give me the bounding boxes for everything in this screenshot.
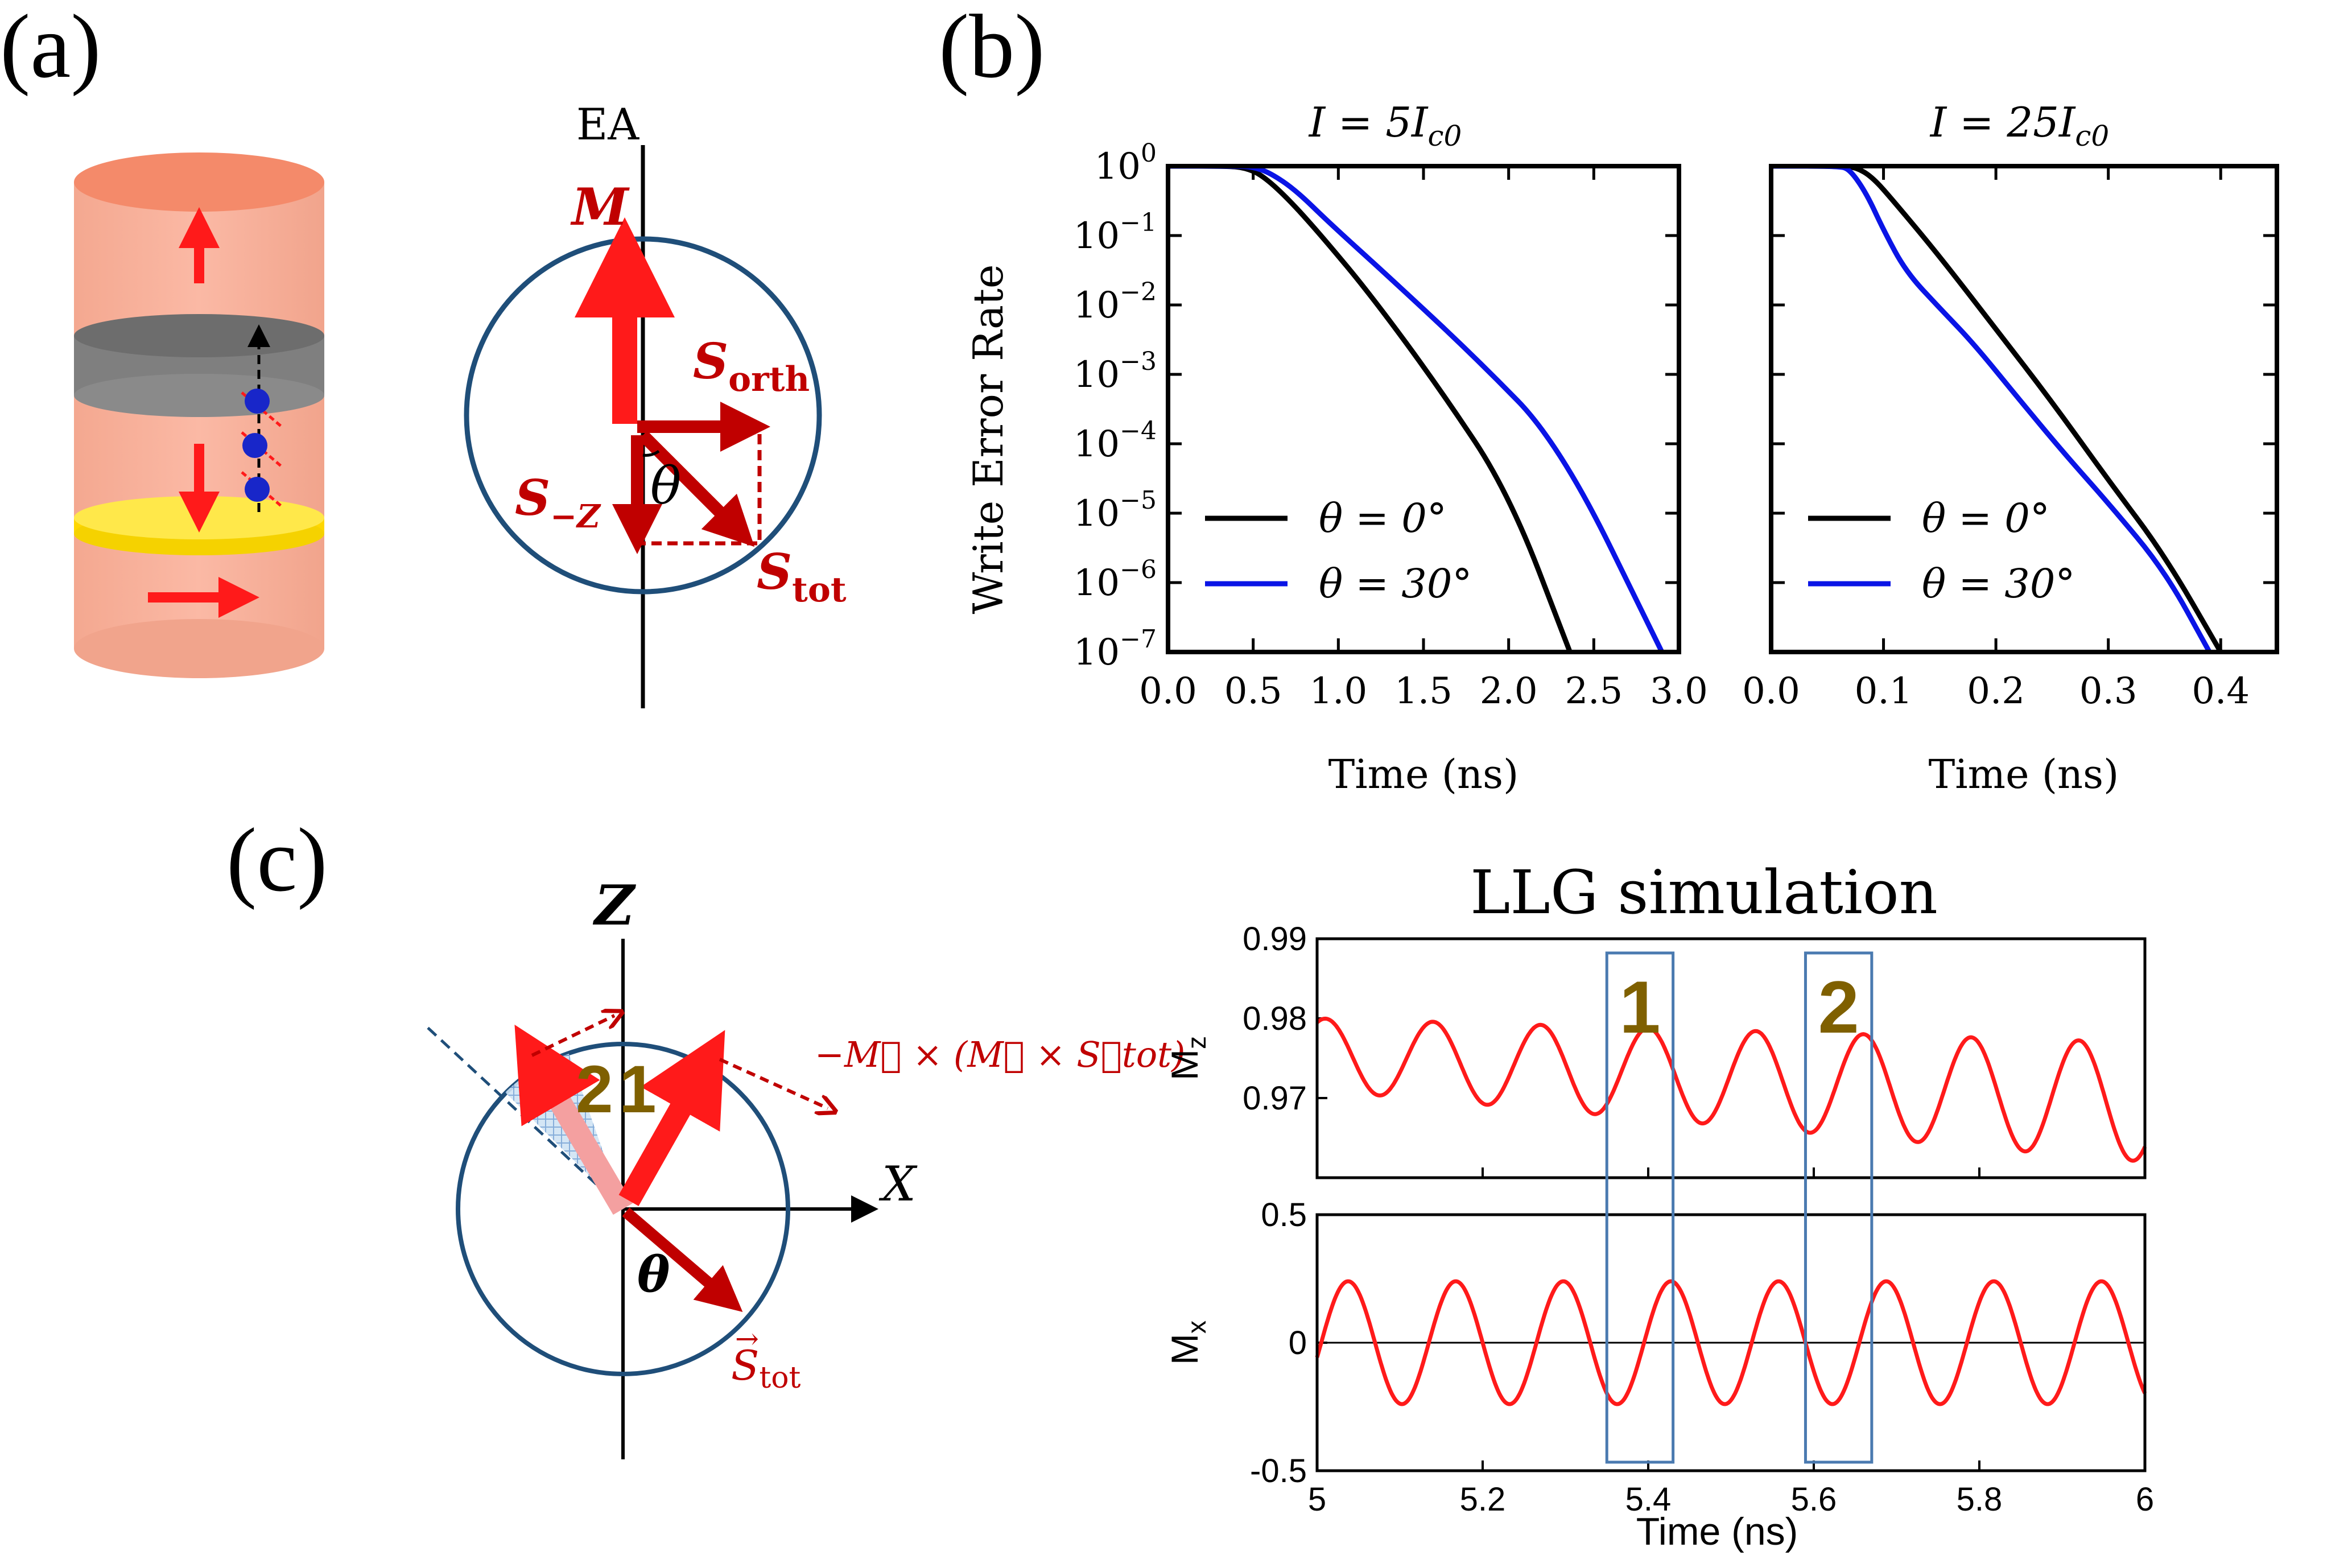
s-minus-z-label: S−Z — [515, 469, 601, 535]
theta-label-a: θ — [650, 456, 681, 516]
m-label: M — [570, 177, 630, 237]
y-tick-label: 0.5 — [1261, 1196, 1307, 1233]
x-tick-label: 0.0 — [1742, 670, 1800, 712]
wer-chart-2-frame — [1769, 164, 2279, 654]
x-tick-label: 0.0 — [1139, 670, 1197, 712]
z-axis-label: Z — [592, 873, 636, 938]
wer-chart-2: I = 25Ic0 0.0 0.1 0.2 0.3 0.4 θ = 0° θ = 30° T… — [1742, 98, 2279, 798]
x-tick-label: 0.3 — [2079, 670, 2138, 712]
y-tick-label: 10−1 — [1074, 208, 1157, 257]
panel-b-label: (b) — [939, 0, 1045, 97]
highlight-box-1 — [1605, 951, 1675, 1464]
llg-title: LLG simulation — [1470, 857, 1938, 927]
y-tick-label: -0.5 — [1250, 1453, 1307, 1489]
m-vector-state-2 — [514, 1025, 633, 1215]
wer-chart-2-title: I = 25Ic0 — [1929, 98, 2109, 152]
x-tick-label: 5 — [1308, 1481, 1326, 1518]
torque-formula: −M⃗ × (M⃗ × S⃗tot) — [815, 1034, 1185, 1075]
llg-charts: LLG simulation 0.990.980.97 Mz 0.50-0.55… — [1163, 857, 2154, 1553]
x-tick-label: 5.2 — [1460, 1481, 1506, 1518]
y-tick-label: 10−3 — [1074, 347, 1157, 396]
s-tot-vector-c — [622, 1207, 743, 1313]
electron-spheres — [241, 389, 283, 507]
x-tick-label: 1.5 — [1394, 670, 1453, 712]
x-tick-label: 0.4 — [2192, 670, 2250, 712]
x-tick-label: 0.5 — [1224, 670, 1282, 712]
s-tot-label-c: Stot — [731, 1342, 801, 1395]
y-tick-label: 0 — [1289, 1324, 1307, 1361]
theta-label-c: θ — [637, 1246, 670, 1303]
y-tick-label: 10−7 — [1074, 625, 1157, 674]
legend-label: θ = 0° — [1922, 495, 2050, 542]
legend-label: θ = 0° — [1319, 495, 1447, 542]
y-tick-label: 10−6 — [1074, 555, 1157, 604]
wer-chart-1-title: I = 5Ic0 — [1308, 98, 1462, 152]
highlight-box-2 — [1804, 951, 1874, 1464]
llg-xlabel: Time (ns) — [1636, 1510, 1798, 1553]
m-vector-state-1 — [618, 1030, 725, 1206]
s-orth-label: Sorth — [693, 333, 810, 399]
state-1-label: 1 — [619, 1052, 657, 1127]
x-tick-label: 0.1 — [1855, 670, 1913, 712]
mtj-cylinder — [74, 152, 324, 678]
x-tick-label: 6 — [2136, 1481, 2154, 1518]
wer-chart-1-frame — [1166, 164, 1681, 654]
mx-frame — [1315, 1213, 2147, 1472]
x-tick-label: 5.6 — [1791, 1481, 1837, 1518]
x-tick-label: 0.2 — [1967, 670, 2025, 712]
wer-chart-1: I = 5Ic0 Write Error Rate 100 10−1 10−2 10−… — [964, 98, 1708, 798]
x-axis-label: X — [878, 1156, 918, 1212]
y-tick-label: 0.98 — [1243, 1000, 1307, 1037]
vector-diagram-c: Z X 2 1 −M⃗ × (M⃗ × S⃗tot) θ Stot → — [423, 873, 1185, 1459]
highlight-label-1: 1 — [1619, 965, 1660, 1049]
y-tick-label: 10−4 — [1074, 416, 1157, 465]
vector-diagram-a: EA M Sorth S−Z Stot θ — [464, 99, 847, 708]
y-tick-label: 10−5 — [1074, 486, 1157, 535]
highlight-label-2: 2 — [1818, 965, 1859, 1049]
wer-chart-1-xlabel: Time (ns) — [1328, 751, 1519, 798]
s-tot-label: Stot — [757, 543, 847, 610]
x-tick-label: 2.5 — [1565, 670, 1623, 712]
x-tick-label: 2.0 — [1480, 670, 1538, 712]
y-tick-label: 0.99 — [1243, 921, 1307, 958]
wer-ylabel: Write Error Rate — [964, 264, 1012, 614]
legend-label: θ = 30° — [1319, 560, 1472, 607]
y-tick-label: 100 — [1095, 139, 1157, 188]
svg-text:→: → — [735, 1322, 759, 1355]
x-tick-label: 5.4 — [1625, 1481, 1672, 1518]
x-tick-label: 1.0 — [1309, 670, 1367, 712]
y-tick-label: 10−2 — [1074, 278, 1157, 327]
state-2-label: 2 — [576, 1052, 613, 1127]
mz-ylabel: Mz — [1163, 1036, 1211, 1080]
y-tick-label: 0.97 — [1243, 1080, 1307, 1117]
panel-c-label: (c) — [226, 809, 328, 910]
wer-chart-2-xlabel: Time (ns) — [1929, 751, 2119, 798]
mz-series-line — [1315, 1016, 2147, 1163]
x-tick-label: 5.8 — [1957, 1481, 2003, 1518]
panel-a-label: (a) — [0, 0, 101, 97]
mx-series-line — [1315, 1279, 2147, 1406]
legend-label: θ = 30° — [1922, 560, 2075, 607]
x-tick-label: 3.0 — [1650, 670, 1708, 712]
mz-frame — [1315, 937, 2147, 1179]
easy-axis-label: EA — [576, 99, 639, 150]
series-line-1 — [1771, 166, 2212, 652]
mx-ylabel: Mx — [1163, 1321, 1211, 1365]
